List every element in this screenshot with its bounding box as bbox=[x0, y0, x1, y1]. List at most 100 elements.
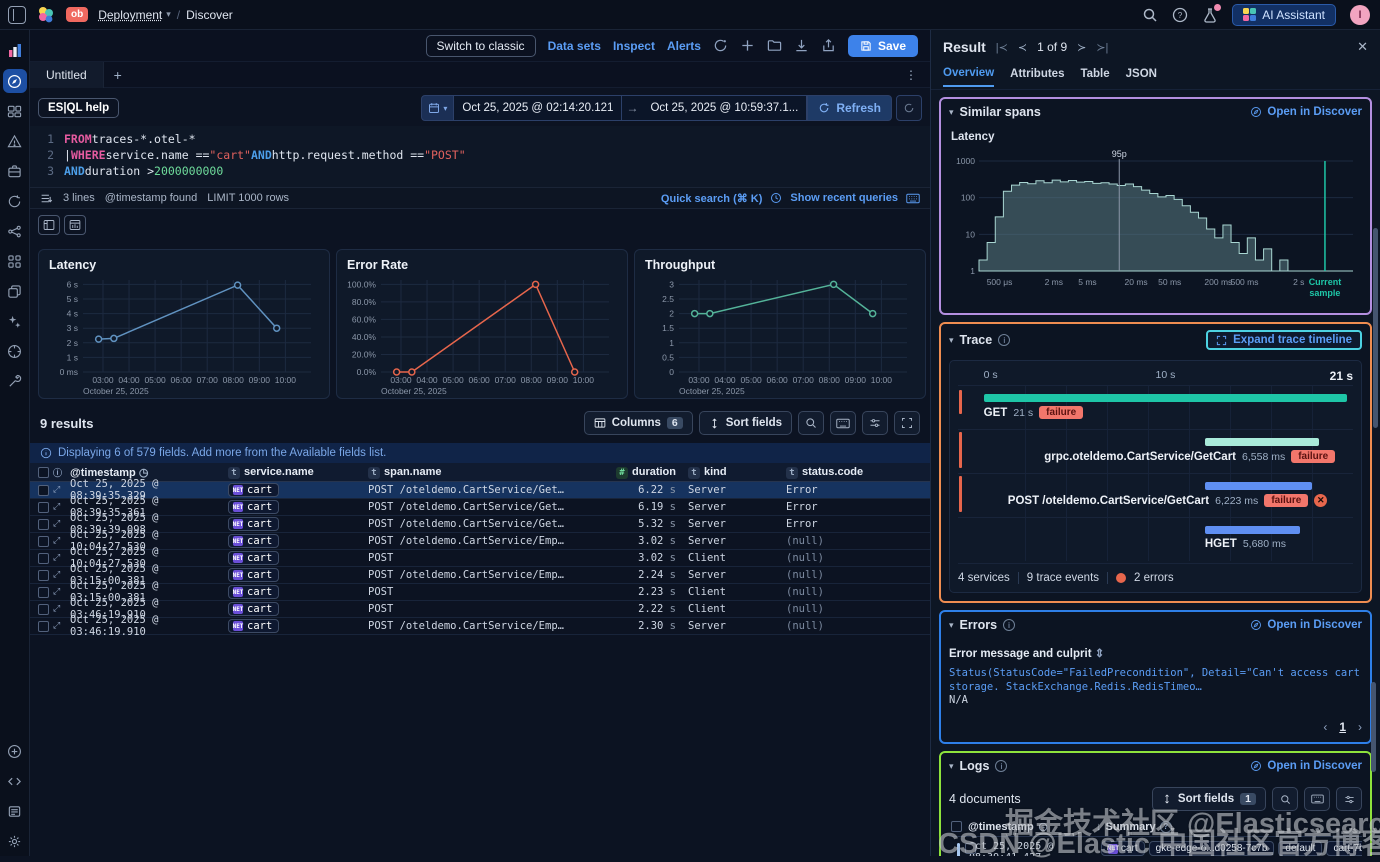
chevron-down-icon[interactable]: ▾ bbox=[949, 620, 954, 631]
errors-page-1[interactable]: 1 bbox=[1339, 720, 1346, 734]
chart-panel-toggle-button[interactable] bbox=[38, 215, 60, 235]
trace-span-row[interactable]: POST /oteldemo.CartService/GetCart6,223 … bbox=[958, 473, 1353, 517]
expand-row-icon[interactable]: ⤢ bbox=[53, 485, 60, 495]
code-line[interactable]: 2| WHERE service.name == "cart" AND http… bbox=[30, 147, 930, 163]
expand-row-icon[interactable]: ⤢ bbox=[53, 604, 60, 614]
expand-row-icon[interactable]: ⤢ bbox=[53, 519, 60, 529]
close-icon[interactable]: ✕ bbox=[1357, 39, 1368, 55]
recent-queries-link[interactable]: Show recent queries bbox=[790, 192, 898, 204]
help-icon[interactable]: ? bbox=[1172, 7, 1188, 23]
columns-button[interactable]: Columns 6 bbox=[584, 411, 693, 435]
select-all-checkbox[interactable] bbox=[951, 821, 962, 832]
logs-search-button[interactable] bbox=[1272, 787, 1298, 811]
open-folder-icon[interactable] bbox=[767, 38, 782, 53]
expand-trace-timeline-button[interactable]: Expand trace timeline bbox=[1206, 330, 1362, 350]
prev-page-icon[interactable]: ≺ bbox=[1018, 41, 1027, 54]
next-page-icon[interactable]: ≻ bbox=[1077, 41, 1086, 54]
esql-editor[interactable]: 1FROM traces-*.otel-*2| WHERE service.na… bbox=[30, 126, 930, 187]
expand-row-icon[interactable]: ⤢ bbox=[53, 502, 60, 512]
analytics-logo-icon[interactable] bbox=[3, 39, 27, 63]
last-page-icon[interactable]: ≻| bbox=[1096, 41, 1108, 54]
nav-dev-tools-icon[interactable] bbox=[3, 369, 27, 393]
date-start-field[interactable]: Oct 25, 2025 @ 02:14:20.121 bbox=[454, 95, 622, 121]
date-end-field[interactable]: Oct 25, 2025 @ 10:59:37.1... bbox=[642, 95, 807, 121]
row-checkbox[interactable] bbox=[38, 604, 49, 615]
header-timestamp[interactable]: @timestamp ◷ bbox=[70, 466, 228, 479]
row-checkbox[interactable] bbox=[38, 621, 49, 632]
breadcrumb-deployment[interactable]: Deployment bbox=[98, 8, 162, 22]
row-checkbox[interactable] bbox=[38, 536, 49, 547]
header-service-name[interactable]: tservice.name bbox=[228, 466, 368, 479]
observability-badge[interactable]: ob bbox=[66, 7, 88, 22]
data-sets-link[interactable]: Data sets bbox=[548, 39, 601, 53]
logs-timestamp-header[interactable]: @timestamp bbox=[968, 821, 1096, 833]
logs-scrollbar[interactable] bbox=[1371, 682, 1376, 772]
keyboard-shortcuts-button[interactable] bbox=[830, 411, 856, 435]
tab-untitled[interactable]: Untitled bbox=[30, 62, 104, 88]
nav-alerts-icon[interactable] bbox=[3, 129, 27, 153]
histogram-toggle-button[interactable] bbox=[64, 215, 86, 235]
collapse-nav-icon[interactable] bbox=[8, 6, 26, 24]
tab-options-kebab-icon[interactable]: ⋮ bbox=[905, 68, 930, 82]
nav-settings-gear-icon[interactable] bbox=[3, 829, 27, 853]
code-line[interactable]: 3AND duration > 2000000000 bbox=[30, 163, 930, 179]
flyout-tab-overview[interactable]: Overview bbox=[943, 67, 994, 87]
error-message-link[interactable]: Status(StatusCode="FailedPrecondition", … bbox=[949, 666, 1362, 694]
expand-row-icon[interactable]: ⤢ bbox=[53, 553, 60, 563]
nav-integrations-icon[interactable] bbox=[3, 279, 27, 303]
news-flask-icon[interactable] bbox=[1202, 7, 1218, 23]
log-row[interactable]: Oct 25, 2025 @ 08:39:41.427NETcartgke-ed… bbox=[949, 837, 1362, 856]
expand-row-icon[interactable]: ⤢ bbox=[53, 621, 60, 631]
row-checkbox[interactable] bbox=[965, 843, 976, 854]
trace-span-row[interactable]: HGET5,680 ms bbox=[958, 517, 1353, 561]
select-all-checkbox[interactable] bbox=[38, 467, 49, 478]
trace-span-row[interactable]: grpc.oteldemo.CartService/GetCart6,558 m… bbox=[958, 429, 1353, 473]
display-options-button[interactable] bbox=[862, 411, 888, 435]
calendar-icon[interactable]: ▾ bbox=[421, 95, 454, 121]
errors-next-icon[interactable]: › bbox=[1358, 720, 1362, 734]
ai-assistant-button[interactable]: AI Assistant bbox=[1232, 4, 1336, 26]
row-checkbox[interactable] bbox=[38, 485, 49, 496]
expand-row-icon[interactable]: ⤢ bbox=[53, 587, 60, 597]
sort-fields-button[interactable]: Sort fields bbox=[699, 411, 792, 435]
refresh-cycle-icon[interactable] bbox=[713, 38, 728, 53]
trace-span-row[interactable]: GET21 sfailure bbox=[958, 385, 1353, 429]
header-span-name[interactable]: tspan.name bbox=[368, 466, 614, 479]
open-in-discover-link[interactable]: Open in Discover bbox=[1250, 619, 1362, 631]
first-page-icon[interactable]: |≺ bbox=[996, 41, 1008, 54]
chevron-down-icon[interactable]: ▾ bbox=[949, 107, 954, 118]
new-session-plus-icon[interactable] bbox=[740, 38, 755, 53]
expand-row-icon[interactable]: ⤢ bbox=[53, 570, 60, 580]
row-checkbox[interactable] bbox=[38, 587, 49, 598]
flyout-tab-table[interactable]: Table bbox=[1080, 68, 1109, 86]
header-duration[interactable]: #duration bbox=[614, 466, 680, 479]
nav-add-icon[interactable] bbox=[3, 739, 27, 763]
open-in-discover-link[interactable]: Open in Discover bbox=[1250, 106, 1362, 118]
download-icon[interactable] bbox=[794, 38, 809, 53]
header-kind[interactable]: tkind bbox=[680, 466, 740, 479]
auto-refresh-button[interactable] bbox=[896, 95, 922, 121]
logs-keyboard-button[interactable] bbox=[1304, 787, 1330, 811]
inspect-link[interactable]: Inspect bbox=[613, 39, 655, 53]
esql-help-button[interactable]: ES|QL help bbox=[38, 98, 119, 118]
row-checkbox[interactable] bbox=[38, 570, 49, 581]
fullscreen-button[interactable] bbox=[894, 411, 920, 435]
add-tab-button[interactable]: + bbox=[104, 67, 132, 83]
nav-universal-profiling-icon[interactable] bbox=[3, 339, 27, 363]
row-checkbox[interactable] bbox=[38, 502, 49, 513]
error-column-header[interactable]: Error message and culprit ⇕ bbox=[949, 642, 1362, 666]
nav-dashboards-icon[interactable] bbox=[3, 99, 27, 123]
chevron-down-icon[interactable]: ▾ bbox=[949, 335, 954, 346]
nav-ml-icon[interactable] bbox=[3, 219, 27, 243]
logs-sort-fields-button[interactable]: Sort fields 1 bbox=[1152, 787, 1266, 811]
save-button[interactable]: Save bbox=[848, 35, 918, 57]
panel-scrollbar[interactable] bbox=[1373, 228, 1378, 428]
nav-discover-icon[interactable] bbox=[3, 69, 27, 93]
header-status-code[interactable]: tstatus.code bbox=[740, 466, 930, 479]
open-in-discover-link[interactable]: Open in Discover bbox=[1250, 760, 1362, 772]
flyout-tab-attributes[interactable]: Attributes bbox=[1010, 68, 1064, 86]
row-checkbox[interactable] bbox=[38, 553, 49, 564]
editor-lines-icon[interactable] bbox=[40, 192, 53, 205]
nav-apps-grid-icon[interactable] bbox=[3, 249, 27, 273]
alerts-link[interactable]: Alerts bbox=[667, 39, 701, 53]
